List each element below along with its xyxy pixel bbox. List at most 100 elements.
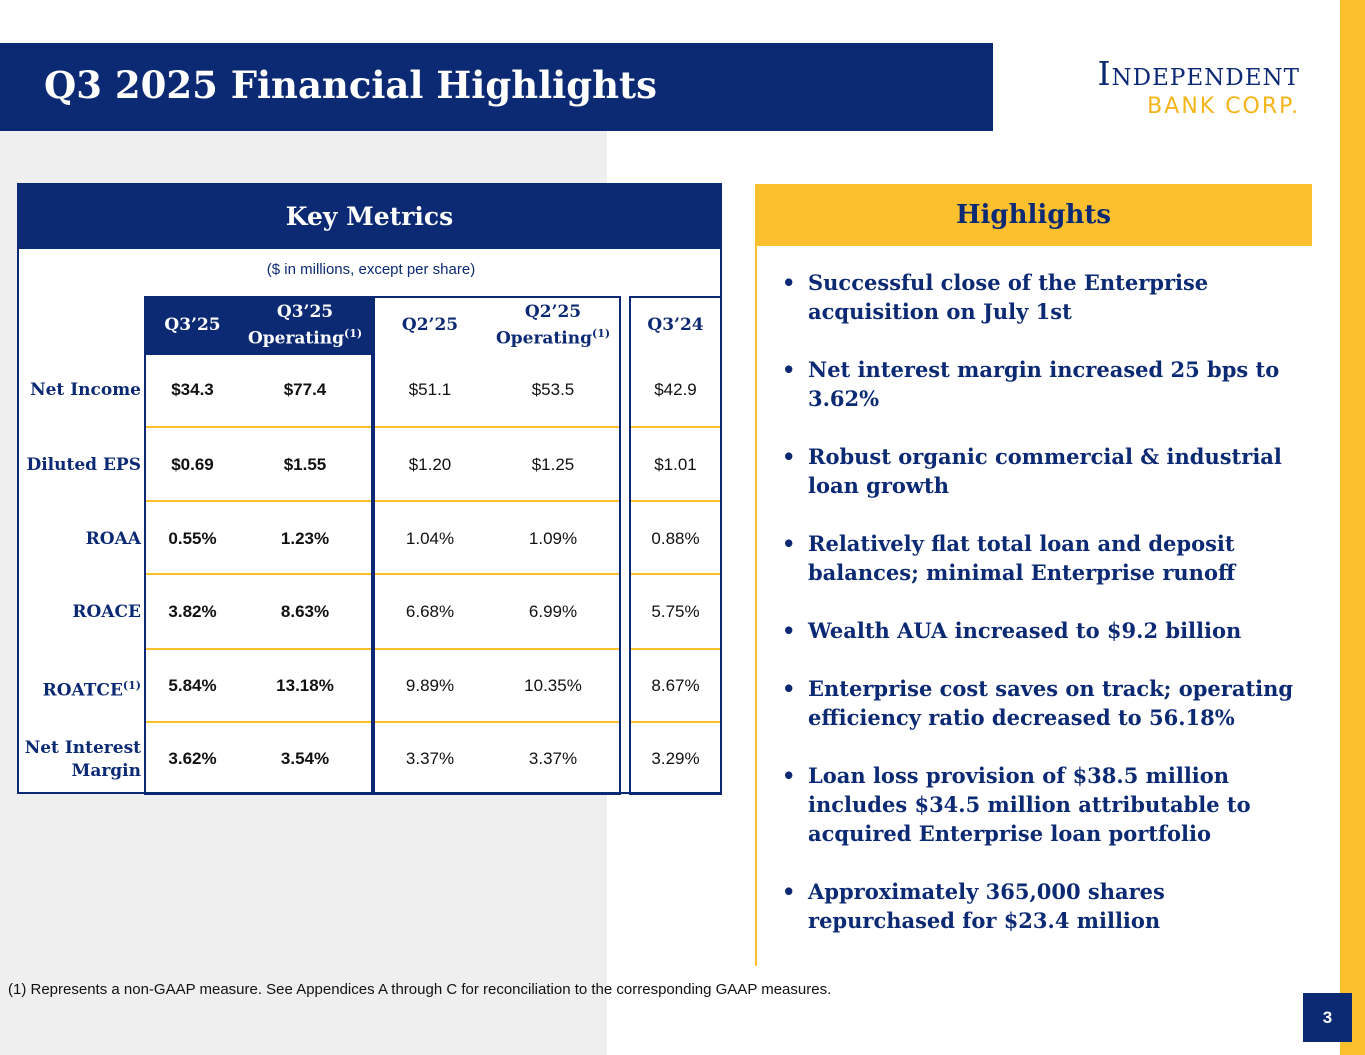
- list-item: • Successful close of the Enterprise acqu…: [782, 268, 1312, 326]
- cell-nim-q3-24: 3.29%: [651, 749, 700, 768]
- col-header-q2-25: Q2’25: [383, 296, 477, 355]
- row-label-roatce: ROATCE(1): [43, 675, 141, 702]
- row-divider: [146, 648, 371, 650]
- cell-net-income-q2-25-op: $53.5: [531, 380, 575, 399]
- row-divider: [375, 721, 619, 723]
- cell-roaa-q2-25-op: 1.09%: [528, 529, 578, 548]
- cell-roatce-q3-25-op: 13.18%: [276, 676, 334, 695]
- col-header-q2-25-operating: Q2’25 Operating(1): [487, 296, 619, 355]
- right-accent-stripe: [1340, 0, 1365, 1055]
- cell-roace-q2-25-op: 6.99%: [528, 602, 578, 621]
- bullet: •: [782, 531, 796, 556]
- list-item-text: Robust organic commercial & industrial l…: [808, 444, 1282, 498]
- footnote-marker: (1): [343, 326, 363, 340]
- logo-wordmark: Independent: [1097, 54, 1300, 93]
- cell-roatce-q2-25-op: 10.35%: [524, 676, 582, 695]
- highlights-left-rule: [755, 246, 757, 966]
- cell-eps-q2-25-op: $1.25: [531, 455, 575, 474]
- cell-roatce-q3-25: 5.84%: [168, 676, 217, 695]
- cell-eps-q3-25: $0.69: [171, 455, 214, 474]
- list-item: • Relatively flat total loan and deposit …: [782, 529, 1312, 587]
- q2-group-box: [373, 296, 621, 795]
- cell-nim-q3-25: 3.62%: [168, 749, 217, 768]
- bullet: •: [782, 357, 796, 382]
- logo-subtitle: BANK CORP.: [1147, 94, 1300, 119]
- key-metrics-subtitle: ($ in millions, except per share): [266, 261, 476, 278]
- page-title: Q3 2025 Financial Highlights: [44, 63, 657, 107]
- footnote-marker: (1): [591, 326, 611, 340]
- footnote: (1) Represents a non-GAAP measure. See A…: [8, 981, 832, 998]
- key-metrics-title: Key Metrics: [19, 185, 720, 249]
- col-header-label: Operating: [495, 328, 592, 349]
- cell-roace-q2-25: 6.68%: [405, 602, 455, 621]
- page-number: 3: [1303, 993, 1352, 1042]
- row-divider: [375, 500, 619, 502]
- col-header-q3-25: Q3’25: [146, 296, 239, 355]
- row-divider: [146, 573, 371, 575]
- cell-nim-q2-25: 3.37%: [405, 749, 455, 768]
- list-item: • Robust organic commercial & industrial …: [782, 442, 1312, 500]
- list-item-text: Approximately 365,000 shares repurchased…: [808, 879, 1165, 933]
- cell-net-income-q3-25: $34.3: [171, 380, 214, 399]
- col-header-label: Q2’25: [401, 315, 459, 335]
- row-divider: [375, 426, 619, 428]
- cell-eps-q2-25: $1.20: [408, 455, 452, 474]
- title-bar: [0, 43, 993, 131]
- cell-roatce-q3-24: 8.67%: [651, 676, 700, 695]
- list-item: • Enterprise cost saves on track; operati…: [782, 674, 1312, 732]
- row-divider: [631, 721, 720, 723]
- row-label-text: ROATCE: [42, 680, 123, 701]
- col-header-label: Q3’25: [164, 315, 221, 335]
- row-label-nim-line2: Margin: [71, 761, 142, 781]
- cell-eps-q3-24: $1.01: [654, 455, 697, 474]
- cell-roaa-q3-24: 0.88%: [651, 529, 700, 548]
- bullet: •: [782, 676, 796, 701]
- col-header-label: Q2’25: [524, 301, 582, 322]
- cell-net-income-q3-25-op: $77.4: [283, 380, 327, 399]
- q3-prior-year-box: [629, 296, 722, 795]
- list-item-text: Wealth AUA increased to $9.2 billion: [808, 618, 1242, 643]
- highlights-title: Highlights: [755, 184, 1312, 246]
- row-label-net-income: Net Income: [30, 380, 141, 400]
- cell-net-income-q3-24: $42.9: [654, 380, 697, 399]
- row-divider: [631, 500, 720, 502]
- list-item-text: Net interest margin increased 25 bps to …: [808, 357, 1280, 411]
- row-divider: [146, 721, 371, 723]
- list-item-text: Successful close of the Enterprise acqui…: [808, 270, 1209, 324]
- col-header-q3-25-operating: Q3’25 Operating(1): [239, 296, 371, 355]
- row-divider: [146, 426, 371, 428]
- cell-roaa-q2-25: 1.04%: [405, 529, 455, 548]
- list-item: • Loan loss provision of $38.5 million in…: [782, 761, 1312, 848]
- cell-roace-q3-25-op: 8.63%: [280, 602, 330, 621]
- list-item-text: Relatively flat total loan and deposit b…: [808, 531, 1236, 585]
- col-header-label: Q3’24: [647, 315, 704, 335]
- bullet: •: [782, 618, 796, 643]
- cell-nim-q2-25-op: 3.37%: [528, 749, 578, 768]
- row-label-diluted-eps: Diluted EPS: [26, 455, 141, 475]
- cell-eps-q3-25-op: $1.55: [283, 455, 327, 474]
- col-header-label: Operating: [247, 328, 344, 349]
- cell-roace-q3-25: 3.82%: [168, 602, 217, 621]
- row-divider: [375, 648, 619, 650]
- cell-net-income-q2-25: $51.1: [408, 380, 452, 399]
- row-label-nim-line1: Net Interest: [24, 738, 141, 758]
- row-divider: [631, 573, 720, 575]
- cell-roaa-q3-25: 0.55%: [168, 529, 217, 548]
- bullet: •: [782, 879, 796, 904]
- cell-roatce-q2-25: 9.89%: [405, 676, 455, 695]
- col-header-q3-24: Q3’24: [631, 296, 720, 355]
- bullet: •: [782, 763, 796, 788]
- bullet: •: [782, 444, 796, 469]
- cell-roace-q3-24: 5.75%: [651, 602, 700, 621]
- company-logo: Independent BANK CORP.: [1010, 55, 1300, 125]
- footnote-marker: (1): [122, 679, 141, 692]
- highlights-list: • Successful close of the Enterprise acqu…: [782, 268, 1312, 964]
- list-item-text: Loan loss provision of $38.5 million inc…: [808, 763, 1251, 846]
- row-label-roaa: ROAA: [85, 529, 141, 549]
- row-label-roace: ROACE: [72, 602, 141, 622]
- row-divider: [631, 648, 720, 650]
- col-header-label: Q3’25: [276, 301, 334, 322]
- list-item: • Wealth AUA increased to $9.2 billion: [782, 616, 1312, 645]
- cell-nim-q3-25-op: 3.54%: [280, 749, 330, 768]
- list-item: • Net interest margin increased 25 bps to…: [782, 355, 1312, 413]
